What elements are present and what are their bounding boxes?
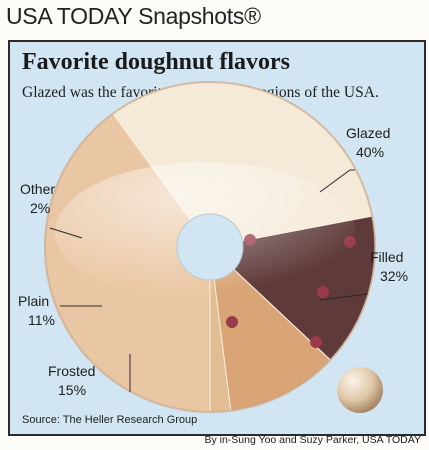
- leader-other: [49, 227, 83, 239]
- doughnut-hole: [176, 213, 244, 281]
- label-other: Other: [20, 181, 55, 197]
- filling-dot: [317, 286, 329, 298]
- masthead: USA TODAY Snapshots®: [6, 3, 261, 29]
- leader-glazed: [319, 169, 355, 193]
- sprinkle-ball: [337, 367, 383, 413]
- source-note: Source: The Heller Research Group: [22, 414, 198, 426]
- label-filled: Filled: [370, 249, 403, 265]
- value-other: 2%: [30, 200, 50, 216]
- value-filled: 32%: [380, 268, 408, 284]
- value-frosted: 15%: [58, 382, 86, 398]
- filling-dot: [310, 336, 322, 348]
- label-glazed: Glazed: [346, 125, 390, 141]
- labels-group: Glazed 40% Filled 32% Frosted 15% Plain 11% Othe…: [18, 125, 408, 398]
- byline-credit: By in-Sung Yoo and Suzy Parker, USA TODA…: [204, 434, 421, 446]
- leader-lines-group: [49, 169, 369, 392]
- label-plain: Plain: [18, 293, 49, 309]
- leader-filled: [319, 293, 369, 301]
- doughnut-rim: [44, 81, 376, 413]
- label-frosted: Frosted: [48, 363, 95, 379]
- value-plain: 11%: [28, 312, 55, 328]
- chart-title: Favorite doughnut flavors: [22, 49, 291, 75]
- value-glazed: 40%: [356, 144, 384, 160]
- doughnut-chart: Glazed 40% Filled 32% Frosted 15% Plain 11% Othe…: [18, 81, 408, 413]
- snapshot-panel: Favorite doughnut flavors Glazed was the…: [8, 40, 426, 436]
- filling-dot: [226, 316, 238, 328]
